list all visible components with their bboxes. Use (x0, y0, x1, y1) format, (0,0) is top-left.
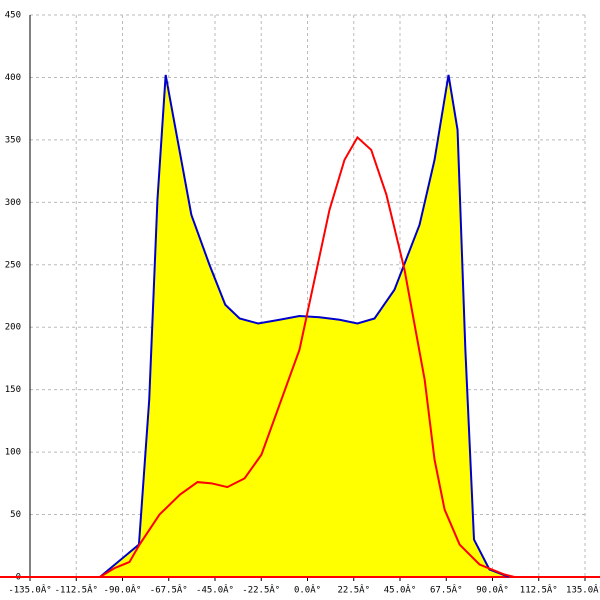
x-tick-label: 135.0Â° (566, 584, 600, 596)
y-tick-label: 300 (5, 198, 21, 208)
x-tick-label: -135.0Â° (8, 584, 51, 596)
x-tick-label: 0.0Â° (294, 584, 321, 596)
y-tick-label: 100 (5, 448, 21, 458)
x-tick-label: 67.5Â° (430, 584, 463, 596)
x-tick-label: -22.5Â° (242, 584, 280, 596)
y-tick-label: 200 (5, 323, 21, 333)
x-tick-label: -112.5Â° (55, 584, 98, 596)
x-tick-label: 45.0Â° (384, 584, 417, 596)
x-tick-label: 22.5Â° (337, 584, 370, 596)
y-tick-label: 150 (5, 385, 21, 395)
line (99, 74, 510, 578)
x-tick-label: -90.0Â° (104, 584, 142, 596)
y-tick-label: 50 (10, 510, 21, 520)
y-tick-label: 400 (5, 73, 21, 83)
y-tick-label: 350 (5, 135, 21, 145)
line (99, 135, 515, 578)
x-tick-label: -45.0Â° (196, 584, 234, 596)
y-tick-label: 250 (5, 260, 21, 270)
x-tick-label: -67.5Â° (150, 584, 188, 596)
x-tick-label: 112.5Â° (520, 584, 558, 596)
y-tick-label: 450 (5, 11, 21, 21)
x-tick-label: 90.0Â° (476, 584, 509, 596)
